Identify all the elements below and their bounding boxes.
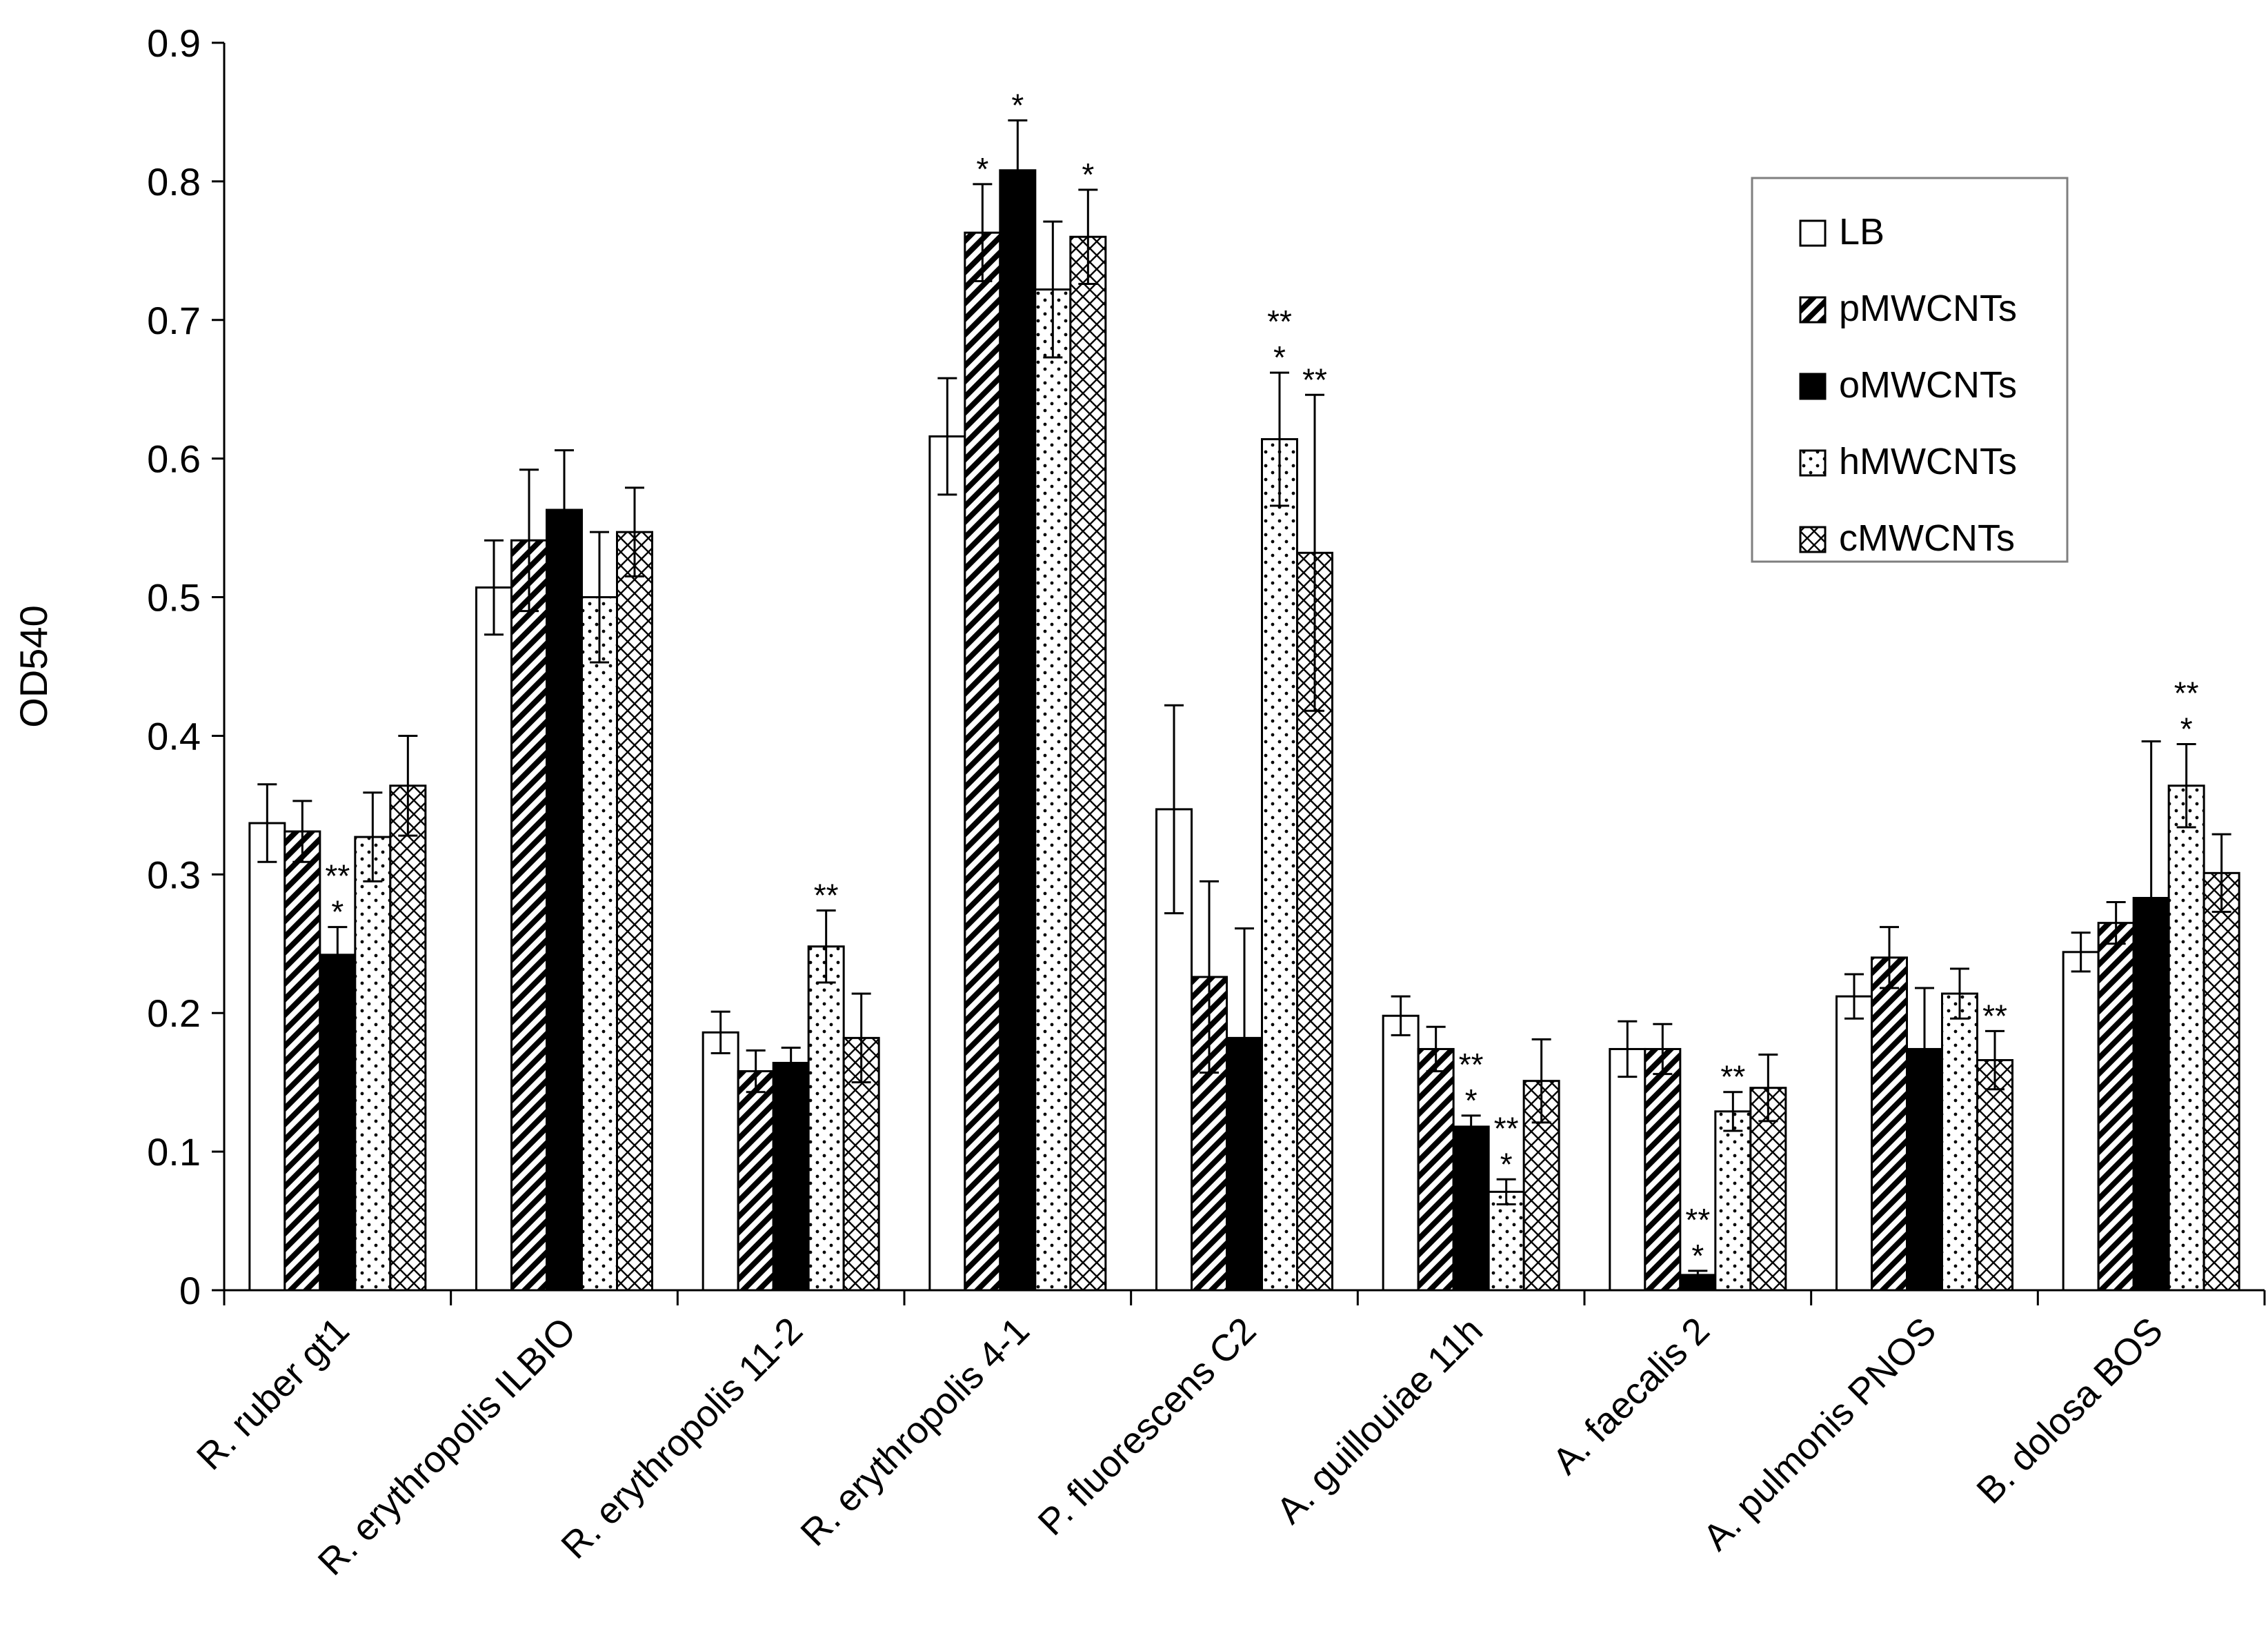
x-tick-label: R. erythropolis 11-2	[553, 1310, 810, 1567]
y-tick-label: 0	[179, 1269, 201, 1312]
significance-marker: **	[1982, 998, 2007, 1034]
bar	[2202, 871, 2240, 1292]
bar	[737, 1070, 775, 1292]
bar	[1261, 438, 1298, 1292]
significance-marker: **	[325, 858, 350, 894]
bar	[354, 836, 392, 1292]
legend-swatch	[1799, 526, 1827, 553]
bars	[248, 119, 2240, 1292]
significance-marker: **	[1720, 1059, 1745, 1095]
legend-label: pMWCNTs	[1839, 288, 2017, 329]
legend-swatch	[1799, 373, 1827, 400]
bar	[1941, 992, 1978, 1292]
bar	[389, 784, 427, 1292]
bar	[616, 531, 653, 1292]
significance-marker: **	[2174, 675, 2199, 711]
bar	[1609, 1047, 1647, 1292]
significance-marker: *	[1273, 339, 1286, 375]
bar	[2167, 784, 2205, 1292]
significance-marker: *	[1691, 1238, 1704, 1274]
y-tick-label: 0.9	[147, 21, 201, 65]
bar	[1069, 235, 1107, 1292]
significance-marker: **	[1494, 1110, 1519, 1146]
bar	[807, 945, 845, 1292]
legend-label: LB	[1839, 211, 1884, 253]
bar	[1644, 1047, 1682, 1292]
y-tick-label: 0.2	[147, 991, 201, 1035]
legend-swatch	[1799, 219, 1827, 247]
significance-marker: **	[1685, 1202, 1710, 1238]
x-tick-label: A. faecalis 2	[1544, 1310, 1717, 1482]
legend-swatch	[1799, 449, 1827, 477]
bar	[928, 435, 966, 1292]
x-tick-label: A. guillouiae 11h	[1269, 1310, 1491, 1532]
legend: LB pMWCNTs oMWCNTs hMWCNTs cMWCNTs	[1751, 177, 2069, 563]
y-tick-label: 0.4	[147, 714, 201, 758]
bar	[1714, 1110, 1752, 1292]
bar	[319, 954, 357, 1292]
y-tick-label: 0.1	[147, 1130, 201, 1174]
x-tick-label: A. pulmonis PNOS	[1695, 1310, 1944, 1559]
bar	[546, 508, 583, 1292]
bar	[964, 231, 1002, 1292]
bar	[2097, 922, 2135, 1292]
legend-label: hMWCNTs	[1839, 441, 2017, 482]
bar	[999, 169, 1037, 1292]
x-tick-label: R. erythropolis 4-1	[793, 1310, 1037, 1554]
significance-marker: *	[1500, 1146, 1513, 1182]
y-tick-label: 0.8	[147, 160, 201, 204]
y-tick-label: 0.3	[147, 853, 201, 896]
x-tick-label: R. ruber gt1	[189, 1310, 357, 1478]
significance-marker: **	[1267, 304, 1292, 339]
x-tick-label: B. dolosa BOS	[1969, 1310, 2171, 1512]
legend-swatch	[1799, 296, 1827, 324]
bar	[2062, 951, 2100, 1292]
significance-marker: *	[1465, 1083, 1478, 1118]
bar	[1417, 1047, 1455, 1292]
significance-marker: **	[1302, 362, 1327, 397]
significance-marker: *	[2180, 711, 2193, 747]
bar	[248, 822, 286, 1292]
y-axis-label: OD540	[12, 605, 55, 727]
x-tick-label: R. erythropolis ILBIO	[310, 1310, 584, 1583]
bar	[581, 596, 618, 1292]
significance-marker: *	[1082, 157, 1094, 192]
significance-marker: *	[331, 894, 344, 930]
x-tick-label: P. fluorescens C2	[1031, 1310, 1264, 1543]
bar	[772, 1062, 810, 1292]
legend-label: oMWCNTs	[1839, 364, 2017, 406]
bar	[702, 1031, 739, 1292]
bar	[510, 539, 548, 1292]
bar	[1034, 288, 1072, 1292]
significance-marker: *	[976, 151, 988, 187]
y-tick-label: 0.6	[147, 437, 201, 481]
y-tick-label: 0.7	[147, 299, 201, 342]
significance-marker: **	[1459, 1047, 1484, 1083]
bar	[1452, 1125, 1490, 1292]
legend-label: cMWCNTs	[1839, 517, 2015, 559]
y-tick-label: 0.5	[147, 576, 201, 620]
bar	[1836, 995, 1873, 1292]
bar	[1976, 1059, 2013, 1292]
bar	[1871, 956, 1908, 1292]
significance-marker: **	[814, 878, 839, 914]
bar	[284, 830, 321, 1292]
bar	[475, 586, 513, 1292]
bar	[1382, 1014, 1420, 1292]
bar	[1487, 1190, 1525, 1292]
significance-marker: *	[1011, 87, 1024, 123]
